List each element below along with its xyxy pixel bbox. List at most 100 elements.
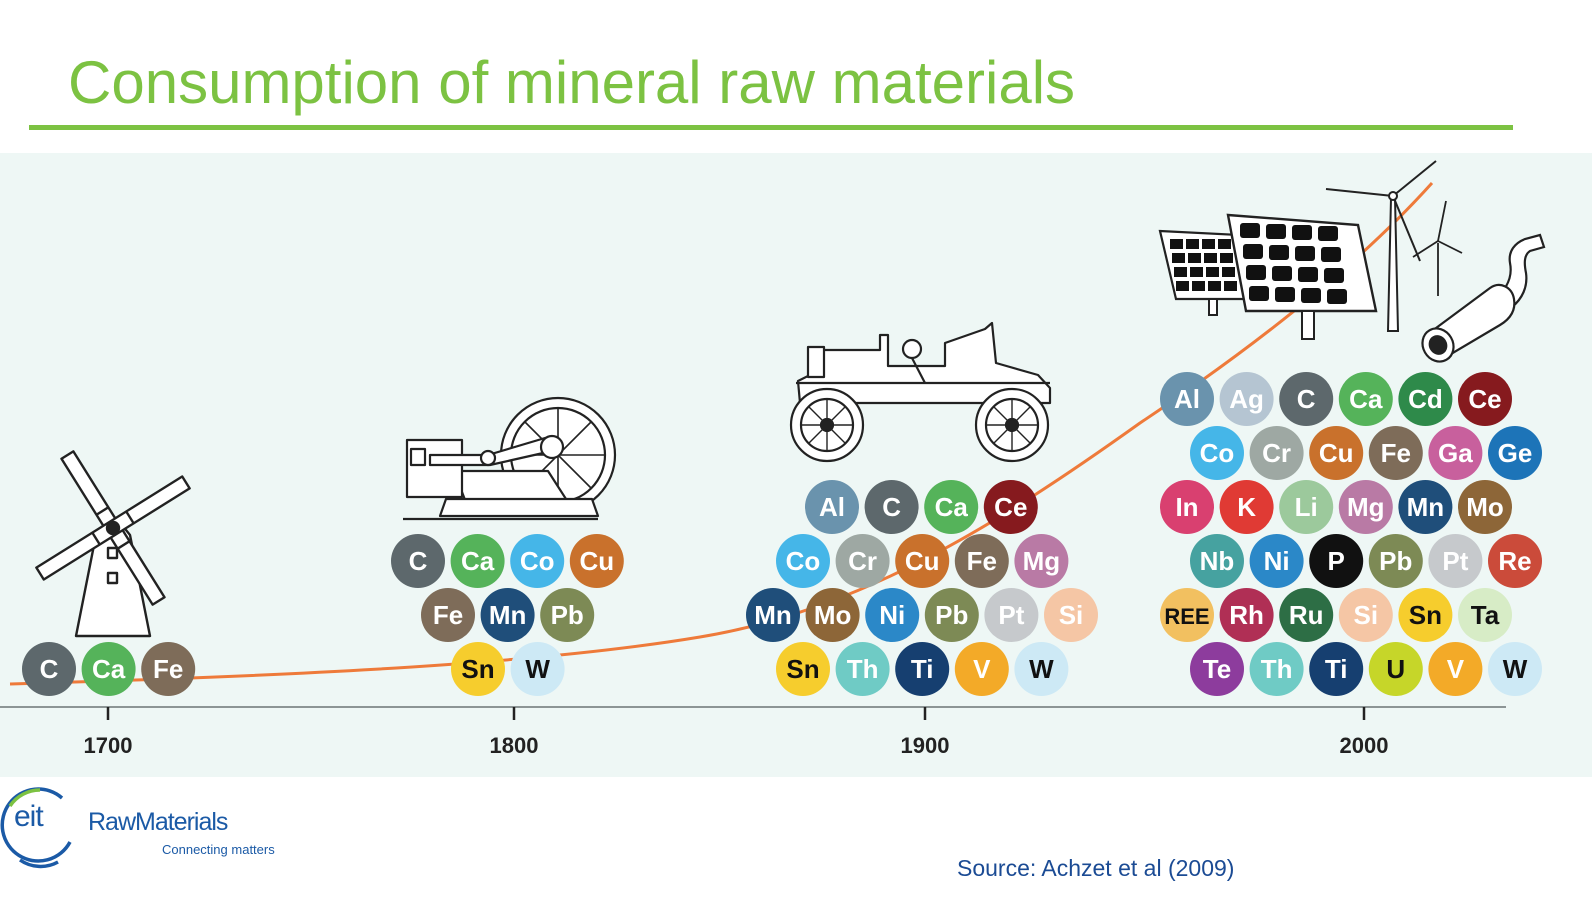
- element-bubble-pb: Pb: [924, 588, 979, 642]
- element-circle: [835, 534, 890, 588]
- element-bubble-ca: Ca: [924, 480, 979, 534]
- element-circle: [805, 480, 859, 534]
- element-bubble-li: Li: [1279, 480, 1334, 534]
- element-symbol: W: [1029, 654, 1054, 684]
- element-bubble-mn: Mn: [480, 588, 535, 642]
- element-symbol: Al: [819, 492, 845, 522]
- element-bubble-fe: Fe: [954, 534, 1009, 588]
- element-circle: [1458, 480, 1512, 534]
- element-bubble-w: W: [1488, 642, 1542, 696]
- car-icon: [789, 321, 1052, 463]
- element-circle: [1014, 534, 1069, 588]
- element-circle: [954, 642, 1009, 696]
- element-bubble-ru: Ru: [1279, 588, 1334, 642]
- element-symbol: Mn: [754, 600, 792, 630]
- element-symbol: Te: [1203, 654, 1231, 684]
- element-symbol: Ni: [1264, 546, 1290, 576]
- element-symbol: C: [409, 546, 428, 576]
- element-circle: [1398, 372, 1453, 426]
- element-circle: [81, 642, 136, 696]
- element-bubble-sn: Sn: [1398, 588, 1453, 642]
- element-bubble-te: Te: [1190, 642, 1244, 696]
- element-bubble-sn: Sn: [776, 642, 830, 696]
- element-symbol: Pb: [935, 600, 968, 630]
- element-circle: [1249, 534, 1304, 588]
- element-bubble-pb: Pb: [540, 588, 595, 642]
- logo-wordmark: RawMaterials: [88, 808, 228, 836]
- title-divider: [29, 125, 1513, 130]
- element-circle: [421, 588, 475, 642]
- element-circle: [22, 642, 76, 696]
- element-symbol: Ca: [92, 654, 126, 684]
- era-group-1700: C Ca Fe: [22, 642, 196, 696]
- element-circle: [805, 588, 860, 642]
- element-symbol: P: [1328, 546, 1345, 576]
- element-symbol: Cu: [905, 546, 940, 576]
- element-bubble-ag: Ag: [1219, 372, 1274, 426]
- element-circle: [510, 642, 565, 696]
- element-bubble-re: Re: [1488, 534, 1542, 588]
- element-symbol: Mg: [1023, 546, 1061, 576]
- axis-tick-label: 2000: [1340, 733, 1389, 758]
- element-bubble-p: P: [1309, 534, 1364, 588]
- element-symbol: Cu: [1319, 438, 1354, 468]
- element-symbol: Ag: [1229, 384, 1264, 414]
- element-circle: [776, 534, 830, 588]
- element-bubble-c: C: [864, 480, 919, 534]
- element-circle: [895, 642, 950, 696]
- element-symbol: Fe: [153, 654, 183, 684]
- logo-mark-icon: [0, 787, 72, 869]
- element-bubble-fe: Fe: [421, 588, 475, 642]
- solar-wind-exhaust-icon: [1158, 160, 1546, 363]
- consumption-curve: [9, 181, 1434, 686]
- element-circle: [141, 642, 196, 696]
- element-symbol: Li: [1295, 492, 1318, 522]
- element-bubble-pt: Pt: [1428, 534, 1483, 588]
- element-bubble-ti: Ti: [895, 642, 950, 696]
- element-symbol: Sn: [786, 654, 819, 684]
- element-symbol: Ca: [461, 546, 495, 576]
- element-circle: [1190, 426, 1244, 480]
- element-bubble-fe: Fe: [141, 642, 196, 696]
- element-symbol: Ca: [935, 492, 969, 522]
- element-circle: [1428, 642, 1483, 696]
- element-circle: [1249, 426, 1304, 480]
- element-symbol: C: [882, 492, 901, 522]
- element-circle: [924, 480, 979, 534]
- element-bubble-w: W: [1014, 642, 1069, 696]
- element-bubble-c: C: [1279, 372, 1334, 426]
- element-circle: [1219, 480, 1274, 534]
- element-symbol: Cu: [579, 546, 614, 576]
- element-symbol: Ta: [1471, 600, 1500, 630]
- element-bubble-co: Co: [776, 534, 830, 588]
- element-circle: [391, 534, 445, 588]
- element-circle: [1279, 480, 1334, 534]
- element-circle: [1160, 372, 1214, 426]
- element-circle: [984, 588, 1039, 642]
- element-symbol: K: [1237, 492, 1256, 522]
- element-bubble-fe: Fe: [1368, 426, 1423, 480]
- element-bubble-al: Al: [805, 480, 859, 534]
- element-bubble-ce: Ce: [983, 480, 1038, 534]
- element-circle: [1309, 642, 1364, 696]
- element-circle: [1368, 534, 1423, 588]
- element-circle: [1458, 372, 1512, 426]
- element-circle: [1219, 588, 1274, 642]
- element-bubble-cu: Cu: [895, 534, 950, 588]
- element-symbol: Pt: [998, 600, 1024, 630]
- source-citation: Source: Achzet et al (2009): [957, 855, 1235, 881]
- timeline-panel: 1700 1800 1900 2000 C Ca Fe C Ca Co Cu Fe Mn Pb Sn W Al…: [0, 153, 1592, 777]
- axis-tick-label: 1800: [490, 733, 539, 758]
- element-symbol: Ru: [1289, 600, 1324, 630]
- eit-raw-materials-logo: eit RawMaterials Connecting matters: [0, 784, 300, 874]
- element-circle: [1044, 588, 1098, 642]
- element-symbol: REE: [1164, 604, 1209, 629]
- element-bubble-ca: Ca: [1338, 372, 1393, 426]
- element-bubble-mg: Mg: [1338, 480, 1393, 534]
- era-group-1900: Al C Ca Ce Co Cr Cu Fe Mg Mn Mo Ni Pb Pt Si Sn Th Ti V W: [746, 480, 1098, 696]
- element-symbol: Co: [786, 546, 821, 576]
- element-symbol: C: [40, 654, 59, 684]
- element-bubble-rh: Rh: [1219, 588, 1274, 642]
